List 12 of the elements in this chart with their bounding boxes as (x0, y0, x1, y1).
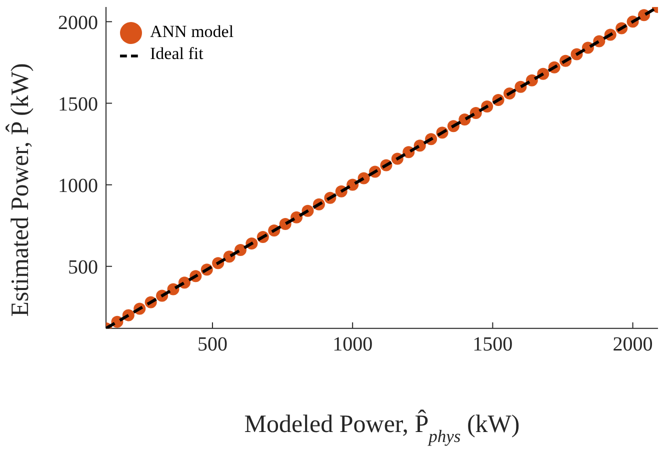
y-tick-label: 1500 (58, 93, 98, 116)
x-tick-label: 1500 (472, 334, 513, 356)
y-tick-label: 2000 (58, 12, 98, 34)
x-tick-label: 1000 (332, 334, 373, 356)
y-tick-label: 1000 (58, 174, 98, 197)
y-axis-title: Estimated Power, P̂ (kW) (5, 63, 34, 317)
y-tick-label: 500 (68, 256, 98, 278)
legend-label: Ideal fit (150, 44, 204, 64)
x-axis-title: Modeled Power, P̂$_{phys}$ (kW) (244, 409, 520, 446)
x-tick-label: 500 (197, 334, 228, 356)
x-tick-label: 2000 (612, 334, 653, 356)
legend-label: ANN model (150, 22, 234, 41)
